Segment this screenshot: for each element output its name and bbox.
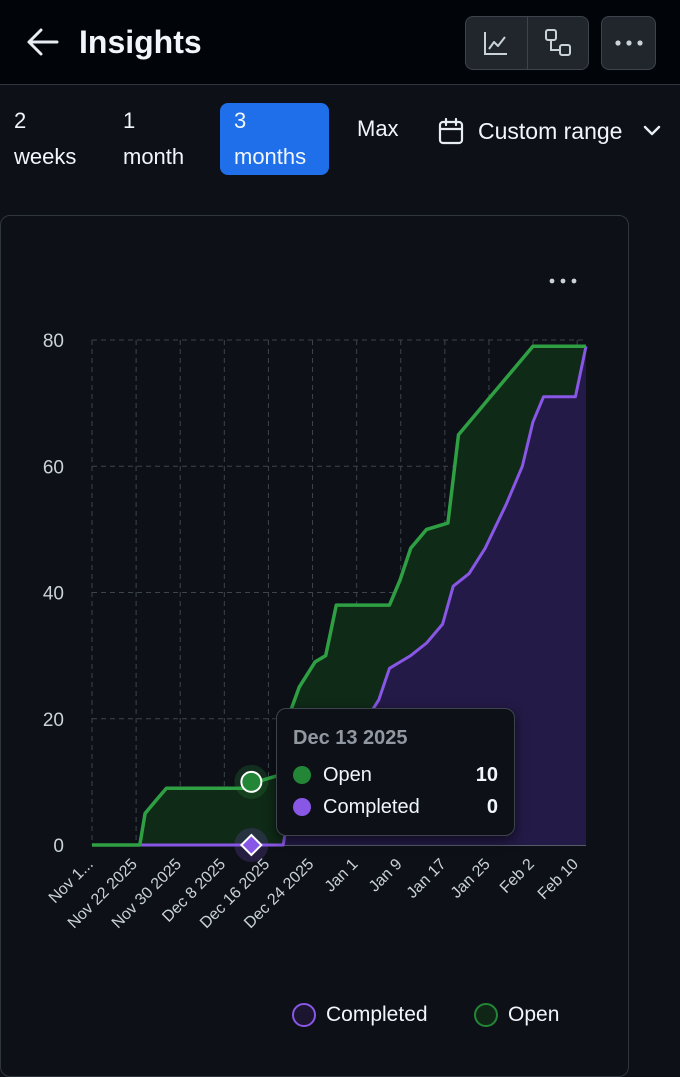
tooltip-open-value: 10 [475,763,498,786]
view-toggle [465,16,589,70]
open-hover-marker [240,770,263,793]
range-1-month-number: 1 [123,108,136,133]
completed-dot-icon [293,798,311,816]
range-1-month-unit: month [123,144,185,169]
kebab-horizontal-icon [614,40,643,46]
calendar-icon [438,117,464,145]
custom-range-dropdown[interactable]: Custom range [438,110,662,152]
y-tick-label: 0 [53,836,64,857]
range-2-weeks[interactable]: 2 weeks [14,103,90,175]
range-max-label: Max [357,116,399,141]
completed-hover-marker [239,833,263,857]
x-tick-label: Feb 10 [535,856,582,903]
open-dot-icon [293,766,311,784]
x-tick-label: Jan 25 [448,856,494,902]
back-arrow-glyph [27,28,59,56]
open-legend-icon [474,1003,498,1027]
custom-range-label: Custom range [478,117,623,144]
y-tick-label: 60 [43,457,64,478]
range-2-weeks-unit: weeks [14,144,77,169]
x-tick-label: Jan 1 [322,856,362,896]
legend-label-open: Open [508,1003,560,1026]
range-3-months-number: 3 [234,108,247,133]
completed-legend-icon [292,1003,316,1027]
tooltip-completed-label: Completed [323,795,420,818]
chart-kebab-icon [549,278,577,284]
tooltip-date: Dec 13 2025 [293,727,408,749]
range-max[interactable]: Max [357,111,417,183]
legend-label-completed: Completed [326,1003,428,1026]
more-options-button[interactable] [601,16,656,70]
chart-tooltip: Dec 13 2025 Open 10 Completed 0 [276,708,515,836]
back-arrow-icon[interactable] [22,22,62,62]
range-2-weeks-number: 2 [14,108,27,133]
x-tick-label: Feb 2 [497,856,538,897]
y-tick-label: 40 [43,584,64,605]
chevron-down-icon [644,125,661,136]
page-title: Insights [79,24,202,60]
chart-options-button[interactable] [545,266,581,296]
line-chart-icon [484,32,508,55]
tooltip-open-label: Open [323,763,372,786]
workflow-icon [544,29,571,56]
open-line [92,344,586,847]
x-tick-label: Jan 9 [366,856,406,896]
range-3-months[interactable]: 3 months [220,103,329,175]
tooltip-row-open: Open 10 [293,762,498,788]
workflow-view-button[interactable] [526,17,589,69]
range-3-months-unit: months [234,144,307,169]
legend-item-open[interactable]: Open [474,1003,559,1027]
tooltip-completed-value: 0 [486,795,498,818]
legend-item-completed[interactable]: Completed [292,1003,428,1027]
tooltip-row-completed: Completed 0 [293,794,498,820]
y-tick-label: 80 [43,331,64,352]
x-tick-label: Jan 17 [404,856,450,902]
line-chart-view-button[interactable] [466,17,527,69]
range-1-month[interactable]: 1 month [123,103,203,175]
top-app-bar: Insights [0,0,680,85]
y-tick-label: 20 [43,710,64,731]
